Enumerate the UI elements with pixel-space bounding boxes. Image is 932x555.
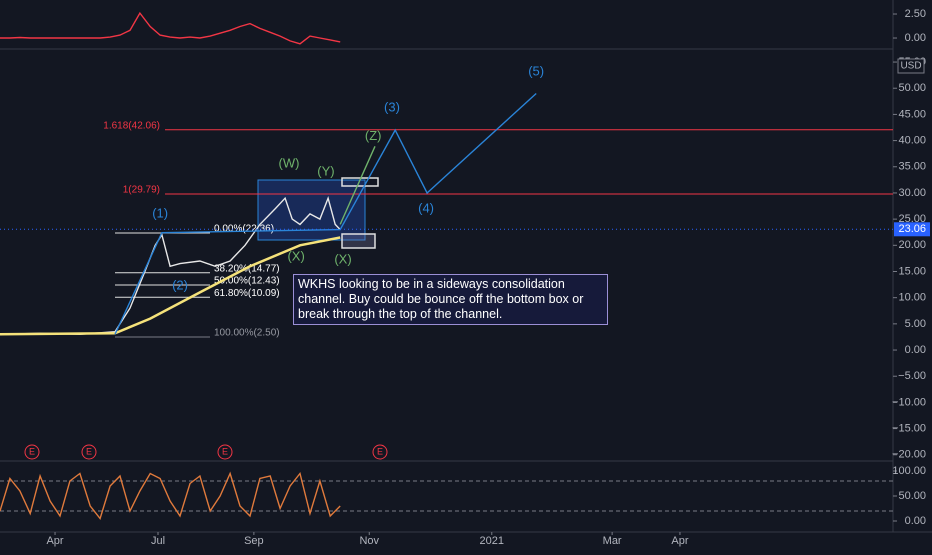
y-tick-label: −15.00	[892, 422, 926, 434]
wave-label: (3)	[384, 100, 400, 115]
y-tick-label: 30.00	[898, 187, 926, 199]
series-line	[0, 11, 341, 45]
fib-label: 61.80%(10.09)	[214, 288, 280, 299]
fib-label: 50.00%(12.43)	[214, 276, 280, 287]
y-tick-label: 50.00	[898, 490, 926, 502]
earnings-label: E	[86, 446, 92, 456]
wave-label: (W)	[279, 156, 300, 171]
unit-label: USD	[900, 61, 921, 72]
wave-label: (Y)	[317, 163, 334, 178]
wave-label: (Z)	[365, 128, 382, 143]
y-tick-label: 5.00	[905, 318, 926, 330]
earnings-label: E	[377, 446, 383, 456]
y-tick-label: 100.00	[892, 465, 926, 477]
series-line	[339, 146, 376, 225]
fib-label: 100.00%(2.50)	[214, 328, 280, 339]
x-tick-label: Jul	[151, 535, 165, 547]
earnings-label: E	[29, 446, 35, 456]
y-tick-label: 0.00	[905, 344, 926, 356]
series-line	[0, 195, 341, 336]
support-box	[341, 233, 376, 249]
y-tick-label: 35.00	[898, 161, 926, 173]
earnings-icon	[217, 444, 233, 460]
wave-label: (5)	[528, 64, 544, 79]
note: WKHS looking to be in a sideways consoli…	[293, 274, 608, 325]
fib-label: 1.618(42.06)	[103, 120, 160, 131]
y-tick-label: 20.00	[898, 239, 926, 251]
series-line	[0, 471, 341, 520]
x-tick-label: Apr	[46, 535, 63, 547]
earnings-icon	[24, 444, 40, 460]
earnings: E E E E	[24, 444, 388, 460]
y-tick-label: 15.00	[898, 265, 926, 277]
wave-label: (X)	[287, 249, 304, 264]
x-tick-label: Mar	[603, 535, 622, 547]
y-tick-label: 0.00	[905, 32, 926, 44]
x-tick-label: Nov	[359, 535, 379, 547]
wave-label: (2)	[172, 278, 188, 293]
last-price-label: 23.06	[898, 223, 926, 235]
y-tick-label: −20.00	[892, 449, 926, 461]
wave-label: (4)	[418, 201, 434, 216]
y-tick-label: 50.00	[898, 82, 926, 94]
x-tick-label: Apr	[671, 535, 688, 547]
y-tick-label: 2.50	[905, 8, 926, 20]
unit-box	[897, 58, 925, 74]
wave-label: (1)	[152, 206, 168, 221]
target-box	[341, 177, 379, 187]
y-tick-label: −5.00	[898, 370, 926, 382]
y-tick-label: 10.00	[898, 292, 926, 304]
wave-label: (X)	[334, 251, 351, 266]
y-tick-label: 0.00	[905, 515, 926, 527]
earnings-icon	[81, 444, 97, 460]
last-price-badge	[894, 222, 930, 237]
y-tick-label: 45.00	[898, 108, 926, 120]
fib-label: 1(29.79)	[123, 185, 160, 196]
y-tick-label: 40.00	[898, 134, 926, 146]
x-tick-label: 2021	[480, 535, 504, 547]
x-tick-label: Sep	[244, 535, 264, 547]
y-tick-label: −10.00	[892, 396, 926, 408]
earnings-icon	[372, 444, 388, 460]
earnings-label: E	[222, 446, 228, 456]
y-tick-label: 25.00	[898, 213, 926, 225]
series-line	[114, 92, 537, 335]
